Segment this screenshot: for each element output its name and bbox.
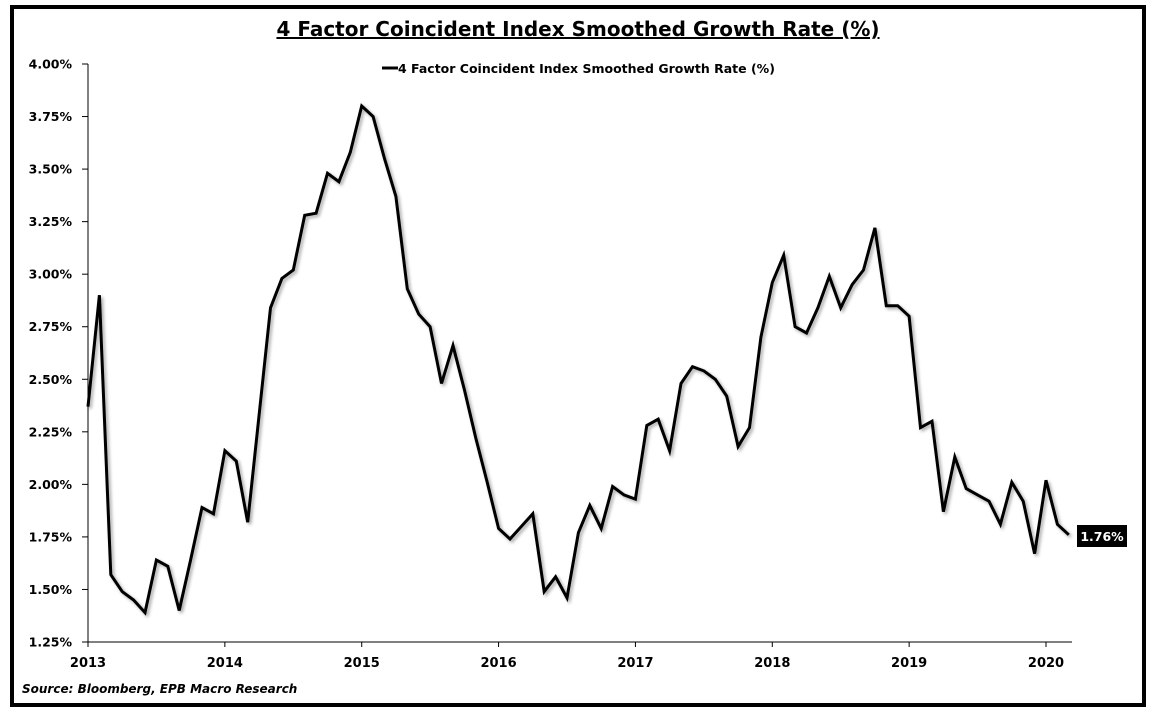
y-tick-label: 3.25%	[29, 214, 73, 229]
series-group	[86, 103, 1070, 616]
y-tick-label: 2.50%	[29, 372, 73, 387]
x-axis-ticks: 2013 2014 2015 2016 2017 2018 2019 2020	[70, 642, 1064, 671]
x-tick-label: 2016	[480, 656, 516, 671]
x-tick-label: 2019	[891, 656, 927, 671]
x-tick-label: 2017	[617, 656, 653, 671]
y-tick-label: 3.75%	[29, 109, 73, 124]
y-tick-label: 2.75%	[29, 319, 73, 334]
x-tick-label: 2020	[1028, 656, 1064, 671]
chart-frame	[10, 5, 1146, 707]
axes	[87, 64, 1072, 643]
y-tick-label: 1.25%	[29, 635, 73, 650]
legend-label: 4 Factor Coincident Index Smoothed Growt…	[398, 61, 775, 76]
y-tick-label: 4.00%	[29, 57, 73, 72]
source-note: Source: Bloomberg, EPB Macro Research	[22, 682, 298, 696]
y-tick-label: 1.75%	[29, 529, 73, 544]
end-value-text: 1.76%	[1080, 529, 1124, 544]
y-axis-ticks: 1.25% 1.50% 1.75% 2.00% 2.25% 2.50% 2.75% 3.00%…	[29, 57, 88, 650]
end-value-badge	[1077, 525, 1127, 547]
chart-title: 4 Factor Coincident Index Smoothed Growt…	[276, 17, 880, 41]
y-tick-label: 3.50%	[29, 162, 73, 177]
x-tick-label: 2015	[344, 656, 380, 671]
legend: 4 Factor Coincident Index Smoothed Growt…	[382, 61, 775, 76]
x-tick-label: 2014	[207, 656, 243, 671]
series-line	[86, 103, 1070, 616]
y-tick-label: 2.00%	[29, 477, 73, 492]
end-value-label: 1.76%	[1077, 525, 1127, 547]
x-tick-label: 2013	[70, 656, 106, 671]
x-tick-label: 2018	[754, 656, 790, 671]
y-tick-label: 1.50%	[29, 582, 73, 597]
y-tick-label: 3.00%	[29, 267, 73, 282]
y-tick-label: 2.25%	[29, 424, 73, 439]
